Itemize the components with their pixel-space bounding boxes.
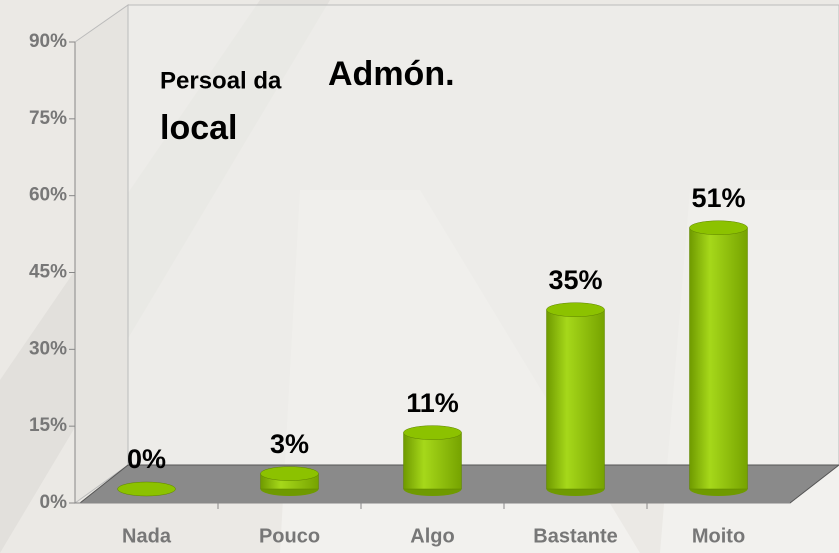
y-tick-label: 15% xyxy=(29,415,67,436)
chart-title: Admón. xyxy=(328,55,455,93)
y-tick-label: 45% xyxy=(29,262,67,283)
bar-top xyxy=(117,481,176,497)
chart-title: local xyxy=(160,109,237,147)
y-tick-label: 75% xyxy=(29,108,67,129)
bar-top xyxy=(689,220,748,236)
y-tick-label: 60% xyxy=(29,185,67,206)
y-tick-label: 0% xyxy=(40,492,68,513)
side-wall xyxy=(74,4,129,504)
x-tick-label: Bastante xyxy=(533,525,617,547)
value-label: 0% xyxy=(127,444,166,474)
value-label: 35% xyxy=(548,265,602,295)
value-label: 51% xyxy=(691,183,745,213)
x-tick-label: Moito xyxy=(692,525,745,547)
bar-top xyxy=(546,302,605,317)
y-tick-label: 30% xyxy=(29,338,67,359)
y-tick-label: 90% xyxy=(29,31,67,52)
bar xyxy=(689,227,748,490)
x-tick-label: Algo xyxy=(410,525,454,547)
value-label: 11% xyxy=(406,388,459,418)
x-tick-label: Pouco xyxy=(259,525,320,547)
bar-top xyxy=(260,466,319,481)
value-label: 3% xyxy=(270,429,309,459)
bar xyxy=(403,432,462,490)
bar xyxy=(546,309,605,490)
chart-title: Persoal da xyxy=(160,67,282,94)
bar-top xyxy=(403,425,462,440)
x-tick-label: Nada xyxy=(122,525,172,547)
